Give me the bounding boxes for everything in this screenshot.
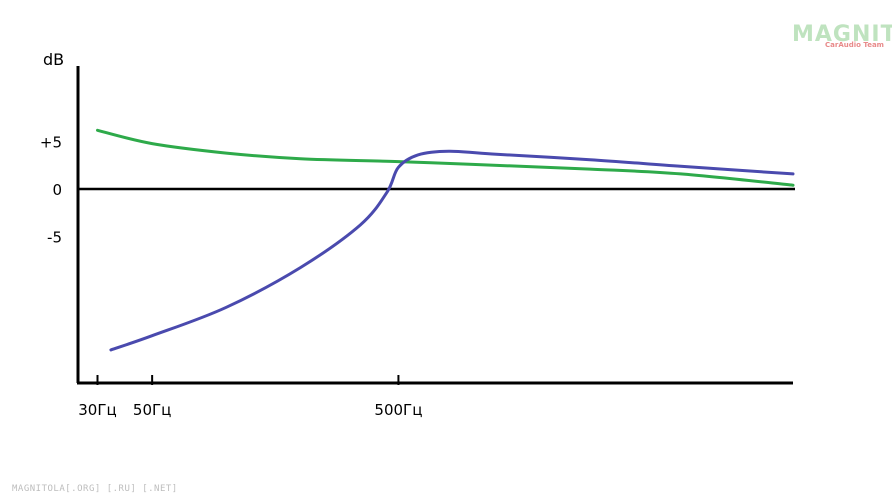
series-line-1 (96, 128, 795, 187)
y-tick-label: 0 (52, 181, 62, 199)
watermark-logo: MAGNITOLA CarAudio Team (792, 22, 892, 49)
axes (76, 66, 795, 385)
logo-sub-text: CarAudio Team (825, 41, 884, 49)
x-tick-label: 50Гц (133, 401, 171, 419)
x-tick-label: 30Гц (78, 401, 116, 419)
series-line-2 (109, 149, 795, 352)
watermark-footer: MAGNITOLA[.ORG] [.RU] [.NET] (12, 484, 178, 494)
x-tick-label: 500Гц (374, 401, 422, 419)
y-axis-label: dB (43, 50, 64, 69)
y-tick-label: +5 (40, 134, 62, 152)
y-tick-label: -5 (47, 228, 62, 246)
ticks: +5 0 -5 30Гц 50Гц 500Гц (40, 134, 423, 419)
series-lines (96, 128, 795, 352)
logo-main-text: MAGNITOLA (792, 22, 892, 47)
